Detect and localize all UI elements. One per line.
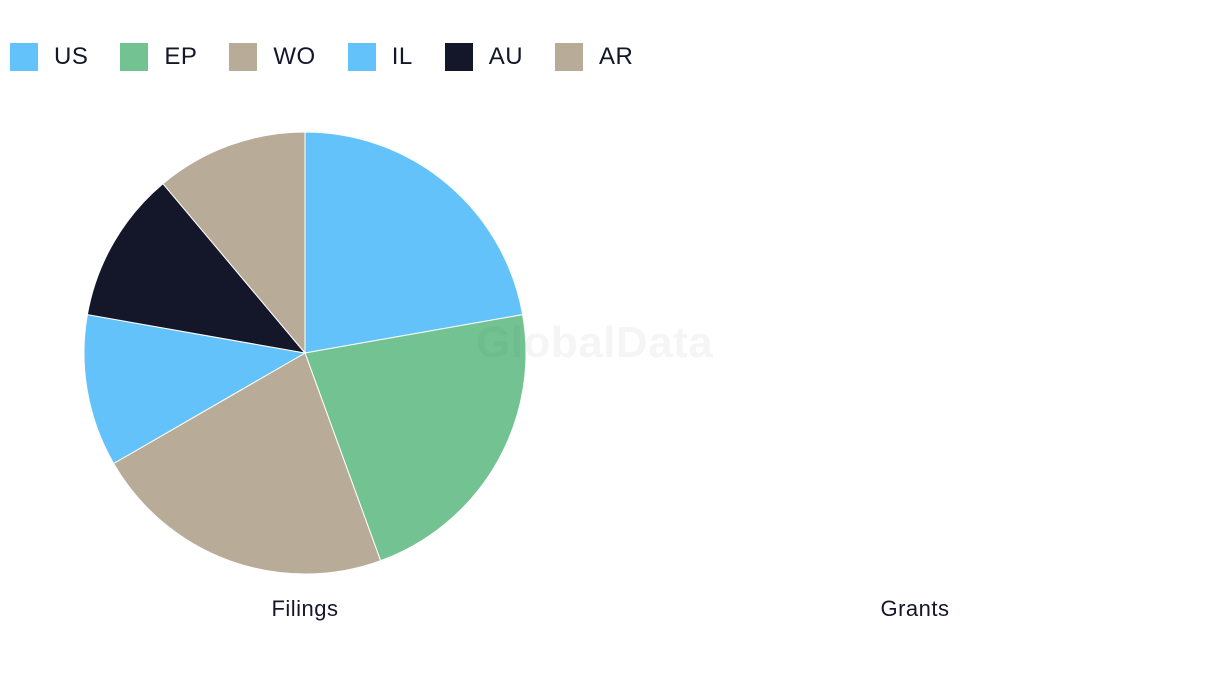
grants-chart-title: Grants (880, 596, 950, 621)
legend-item-au[interactable]: AU (444, 43, 524, 71)
pie-slice-us[interactable] (304, 131, 524, 354)
legend-item-ep[interactable]: EP (120, 43, 197, 71)
legend-swatch-au (444, 43, 473, 71)
legend-swatch-us (10, 43, 38, 71)
legend-label-us: US (54, 43, 89, 70)
filings-pie-slices (83, 131, 527, 575)
legend-item-us[interactable]: US (10, 43, 88, 71)
legend-item-wo[interactable]: WO (229, 43, 315, 71)
legend-swatch-ar (555, 43, 584, 71)
legend-swatch-wo (229, 43, 258, 71)
pie-slice-il[interactable] (83, 314, 307, 465)
legend-label-ar: AR (599, 43, 634, 70)
legend-label-ep: EP (164, 43, 198, 70)
pie-slice-ar[interactable] (162, 131, 306, 355)
legend-label-au: AU (488, 43, 524, 70)
chart-legend: US EP WO IL AU AR (10, 42, 665, 72)
legend-swatch-il (347, 43, 376, 71)
legend-label-il: IL (391, 43, 413, 70)
legend-item-il[interactable]: IL (347, 43, 413, 71)
pie-slice-ep[interactable] (304, 314, 527, 562)
pie-slice-wo[interactable] (112, 352, 382, 575)
legend-swatch-ep (120, 43, 149, 71)
pie-slice-au[interactable] (86, 182, 307, 354)
legend-item-ar[interactable]: AR (555, 43, 633, 71)
globaldata-watermark: GlobalData (476, 318, 713, 368)
legend-label-wo: WO (273, 43, 316, 70)
filings-chart-title: Filings (271, 596, 339, 621)
